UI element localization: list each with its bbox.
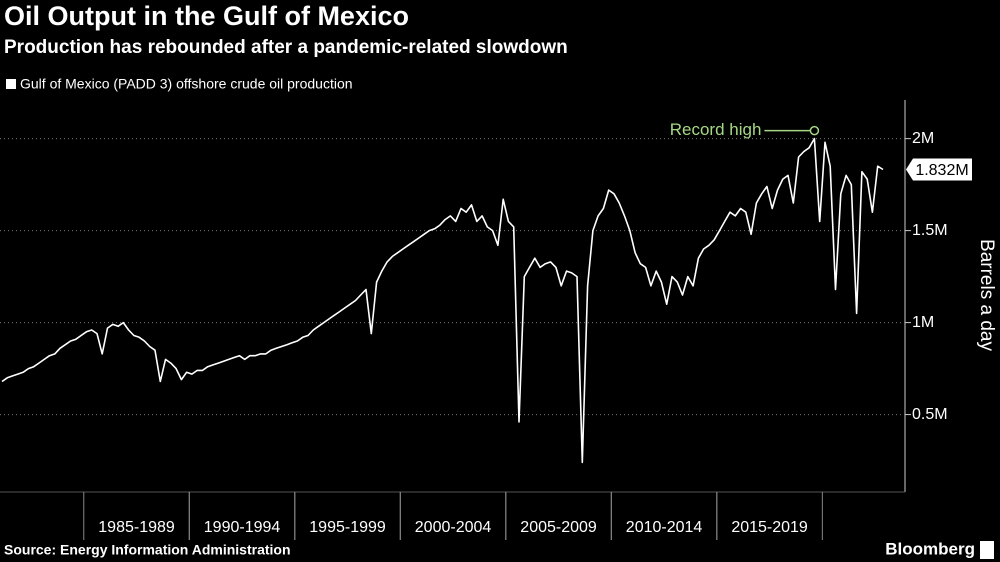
x-tick-label: 1985-1989 (98, 519, 175, 536)
source: Source: Energy Information Administratio… (4, 542, 291, 558)
x-tick-label: 2000-2004 (415, 519, 492, 536)
y-tick-label: 1.5M (912, 222, 948, 239)
x-tick-label: 2010-2014 (626, 519, 703, 536)
annotation-marker (809, 125, 820, 136)
chart-title: Oil Output in the Gulf of Mexico (4, 1, 409, 31)
y-tick-label: 1M (912, 314, 934, 331)
legend-label: Gulf of Mexico (PADD 3) offshore crude o… (20, 76, 353, 92)
x-tick-label: 2005-2009 (520, 519, 597, 536)
data-line (1, 137, 884, 464)
brand: Bloomberg (885, 539, 975, 558)
y-axis-label: Barrels a day (976, 239, 997, 351)
end-label-box (906, 158, 972, 181)
brand-icon (980, 541, 994, 559)
annotation: Record high (670, 120, 762, 139)
x-tick-label: 1995-1999 (309, 519, 386, 536)
x-tick-label: 1990-1994 (204, 519, 281, 536)
legend-swatch (6, 79, 16, 89)
end-label: 1.832M (915, 162, 968, 179)
chart-subtitle: Production has rebounded after a pandemi… (4, 37, 568, 58)
x-tick-label: 2015-2019 (731, 519, 808, 536)
y-tick-label: 2M (912, 130, 934, 147)
y-tick-label: 0.5M (912, 406, 948, 423)
